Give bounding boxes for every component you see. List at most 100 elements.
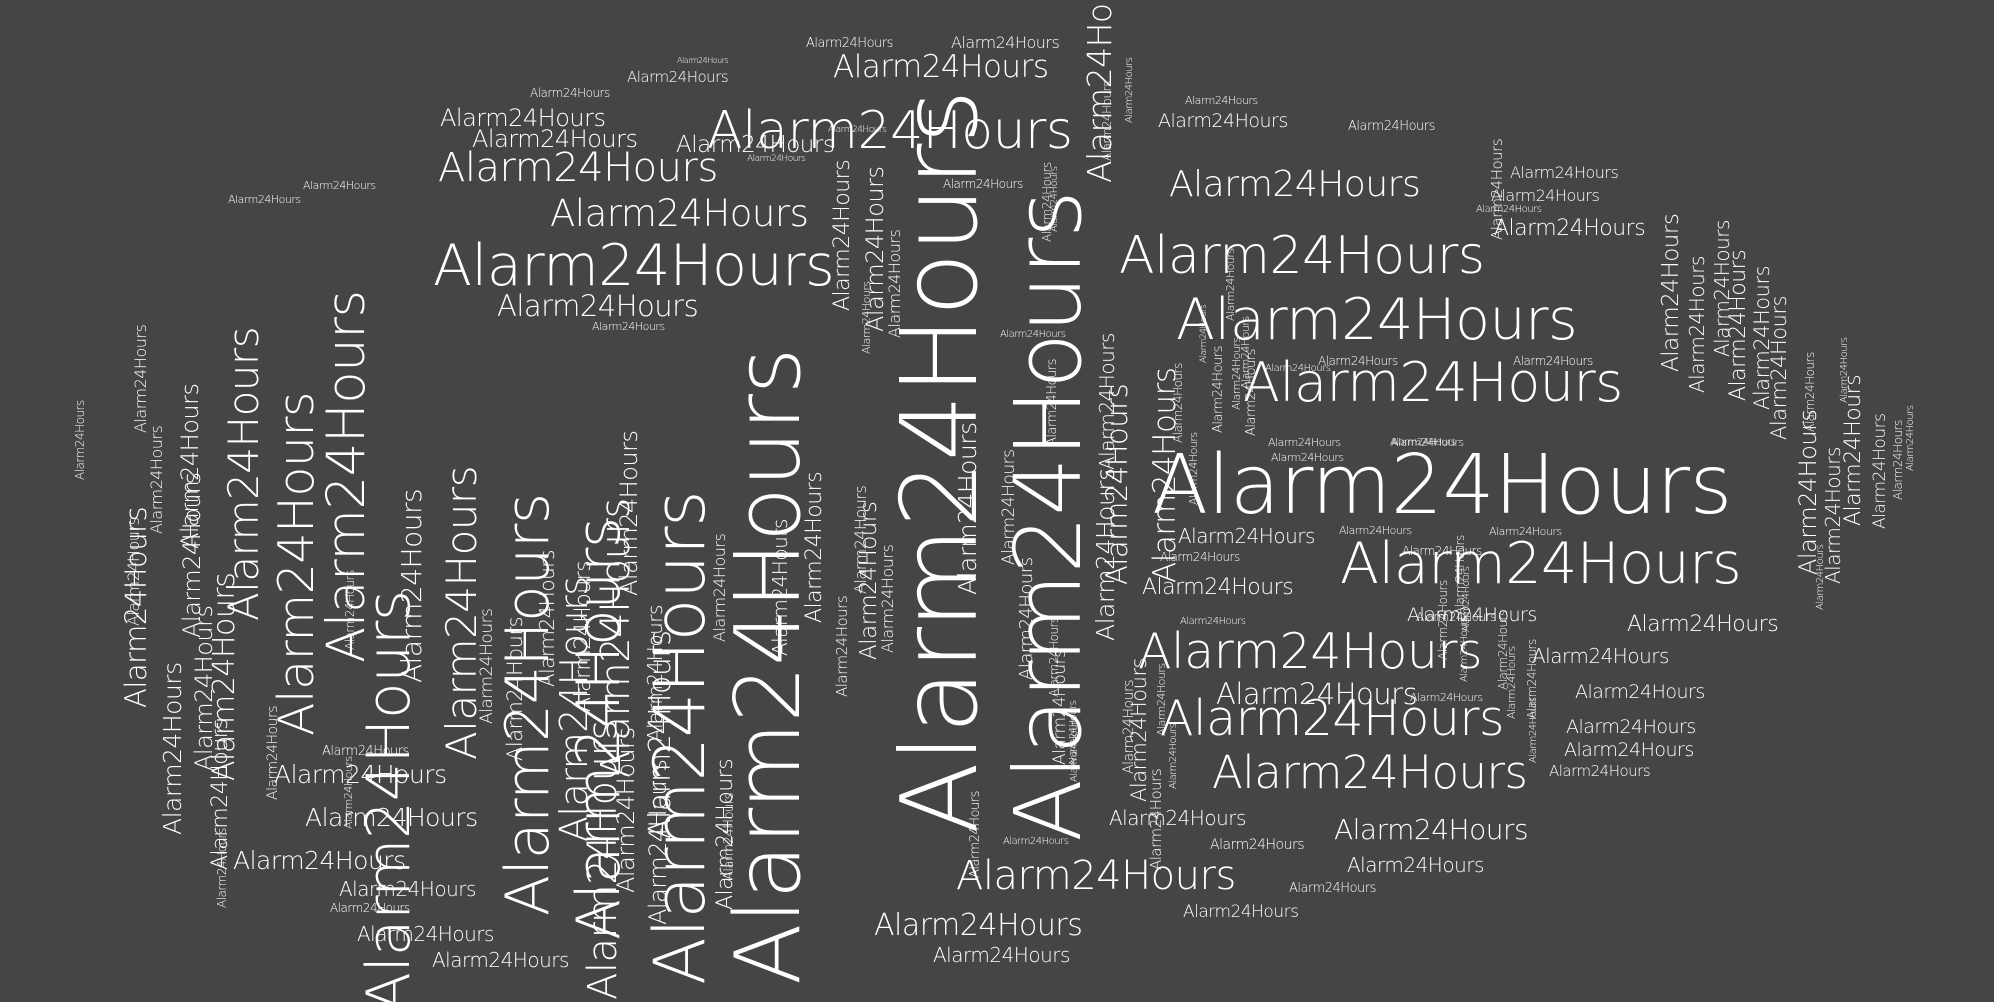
word-cloud-word: Alarm24Hours — [1271, 451, 1344, 464]
word-cloud-word: Alarm24Hours — [535, 550, 559, 687]
word-cloud-word: Alarm24Hours — [1340, 531, 1742, 597]
word-cloud-word: Alarm24Hours — [530, 86, 610, 100]
word-cloud-word: Alarm24Hours — [943, 177, 1023, 191]
word-cloud-word: Alarm24Hours — [833, 49, 1049, 85]
word-cloud-word: Alarm24Hours — [1119, 226, 1485, 286]
word-cloud-word: Alarm24Hours — [1339, 524, 1412, 537]
word-cloud-word: Alarm24Hours — [1905, 405, 1916, 471]
word-cloud-word: Alarm24Hours — [1185, 94, 1258, 107]
word-cloud-word: Alarm24Hours — [1158, 110, 1288, 132]
word-cloud-word: Alarm24Hours — [343, 570, 357, 650]
word-cloud-word: Alarm24Hours — [339, 877, 476, 901]
word-cloud-word: Alarm24Hours — [1187, 432, 1200, 505]
word-cloud-word: Alarm24Hours — [124, 517, 143, 626]
word-cloud-word: Alarm24Hours — [433, 233, 835, 299]
word-cloud-word: Alarm24Hours — [627, 68, 729, 86]
word-cloud-word: Alarm24Hours — [1169, 164, 1421, 205]
word-cloud-word: Alarm24Hours — [1870, 413, 1890, 529]
word-cloud-word: Alarm24Hours — [968, 791, 983, 878]
word-cloud-word: Alarm24Hours — [953, 422, 982, 595]
word-cloud-word: Alarm24Hours — [550, 192, 809, 235]
word-cloud-word: Alarm24Hours — [1109, 806, 1246, 830]
word-cloud-word: Alarm24Hours — [1168, 723, 1179, 789]
word-cloud-word: Alarm24Hours — [1407, 604, 1537, 626]
word-cloud-word: Alarm24Hours — [1068, 700, 1079, 766]
word-cloud-word: Alarm24Hours — [1152, 438, 1732, 533]
word-cloud-word: Alarm24Hours — [131, 324, 150, 433]
word-cloud-word: Alarm24Hours — [1268, 436, 1341, 449]
word-cloud-word: Alarm24Hours — [1402, 544, 1482, 558]
word-cloud-word: Alarm24Hours — [438, 145, 718, 191]
word-cloud-word: Alarm24Hours — [158, 662, 187, 835]
word-cloud-word: Alarm24Hours — [265, 705, 281, 800]
word-cloud-word: Alarm24Hours — [1180, 616, 1246, 627]
word-cloud-word: Alarm24Hours — [1121, 679, 1137, 774]
word-cloud-word: Alarm24Hours — [707, 101, 1073, 161]
word-cloud-word: Alarm24Hours — [1160, 550, 1240, 564]
word-cloud-word: Alarm24Hours — [643, 605, 667, 742]
word-cloud-word: Alarm24Hours — [860, 281, 873, 354]
word-cloud-word: Alarm24Hours — [215, 828, 229, 908]
word-cloud-word: Alarm24Hours — [1318, 354, 1398, 368]
word-cloud-word: Alarm24Hours — [322, 744, 409, 759]
word-cloud-word: Alarm24Hours — [1224, 248, 1237, 321]
word-cloud-word: Alarm24Hours — [830, 159, 855, 311]
word-cloud-word: Alarm24Hours — [1839, 337, 1850, 403]
word-cloud-word: Alarm24Hours — [342, 756, 355, 829]
word-cloud-word: Alarm24Hours — [615, 430, 643, 596]
word-cloud-word: Alarm24Hours — [472, 125, 638, 153]
word-cloud-word: Alarm24Hours — [676, 132, 835, 158]
word-cloud-word: Alarm24Hours — [1489, 525, 1562, 538]
word-cloud-word: Alarm24Hours — [1211, 346, 1226, 433]
word-cloud-word: Alarm24Hours — [1416, 610, 1496, 624]
word-cloud-word: Alarm24Hours — [305, 803, 478, 832]
word-cloud-word: Alarm24Hours — [1142, 575, 1294, 600]
word-cloud-word: Alarm24Hours — [933, 943, 1070, 967]
word-cloud-word: Alarm24Hours — [1532, 644, 1669, 668]
word-cloud-word: Alarm24Hours — [1685, 256, 1709, 393]
word-cloud-word: Alarm24Hours — [956, 853, 1236, 899]
word-cloud-word: Alarm24Hours — [1494, 216, 1646, 241]
word-cloud-word: Alarm24Hours — [1000, 329, 1066, 340]
word-cloud-word: Alarm24Hours — [73, 400, 87, 480]
word-cloud-word: Alarm24Hours — [1147, 768, 1165, 870]
word-cloud-word: Alarm24Hours — [274, 760, 447, 789]
word-cloud-word: Alarm24Hours — [1176, 287, 1578, 353]
word-cloud-word: Alarm24Hours — [477, 608, 497, 724]
word-cloud-word: Alarm24Hours — [432, 948, 569, 972]
word-cloud-word: Alarm24Hours — [1199, 304, 1209, 363]
word-cloud-word: Alarm24Hours — [1045, 359, 1060, 446]
word-cloud-word: Alarm24Hours — [395, 488, 428, 683]
word-cloud-word: Alarm24Hours — [1564, 739, 1694, 761]
word-cloud-word: Alarm24Hours — [1488, 138, 1506, 240]
word-cloud-word: Alarm24Hours — [571, 560, 596, 712]
word-cloud-word: Alarm24Hours — [722, 793, 737, 880]
word-cloud-word: Alarm24Hours — [1100, 383, 1134, 585]
word-cloud-word: Alarm24Hours — [303, 179, 376, 192]
word-cloud-word: Alarm24Hours — [1410, 691, 1483, 704]
word-cloud-word: Alarm24Hours — [833, 595, 851, 697]
word-cloud-word: Alarm24Hours — [1491, 186, 1600, 205]
word-cloud-word: Alarm24Hours — [828, 125, 887, 135]
word-cloud-word: Alarm24Hours — [1575, 681, 1705, 703]
word-cloud-word: Alarm24Hours — [1891, 420, 1905, 500]
word-cloud-word: Alarm24Hours — [1216, 677, 1418, 711]
word-cloud-word: Alarm24Hours — [440, 104, 606, 132]
word-cloud-word: Alarm24Hours — [747, 154, 806, 164]
word-cloud-word: Alarm24Hours — [1265, 363, 1331, 374]
word-cloud-word: Alarm24Hours — [1016, 557, 1037, 680]
word-cloud-word: Alarm24Hours — [851, 485, 870, 594]
word-cloud-word: Alarm24Hours — [999, 449, 1019, 565]
word-cloud-word: Alarm24Hours — [592, 320, 665, 333]
word-cloud-word: Alarm24Hours — [1050, 649, 1070, 765]
word-cloud-word: Alarm24Hours — [357, 922, 494, 946]
word-cloud-word: Alarm24Hours — [1124, 57, 1135, 123]
word-cloud-word: Alarm24Hours — [1390, 437, 1456, 448]
word-cloud-word: Alarm24Hours — [768, 519, 792, 656]
word-cloud-word: Alarm24Hours — [330, 901, 410, 915]
word-cloud-word: Alarm24Hours — [1513, 354, 1593, 368]
word-cloud-word: Alarm24Hours — [233, 846, 406, 875]
word-cloud-word: Alarm24Hours — [1436, 580, 1450, 660]
word-cloud-word: Alarm24Hours — [951, 33, 1060, 52]
word-cloud-word: Alarm24Hours — [1821, 447, 1845, 584]
